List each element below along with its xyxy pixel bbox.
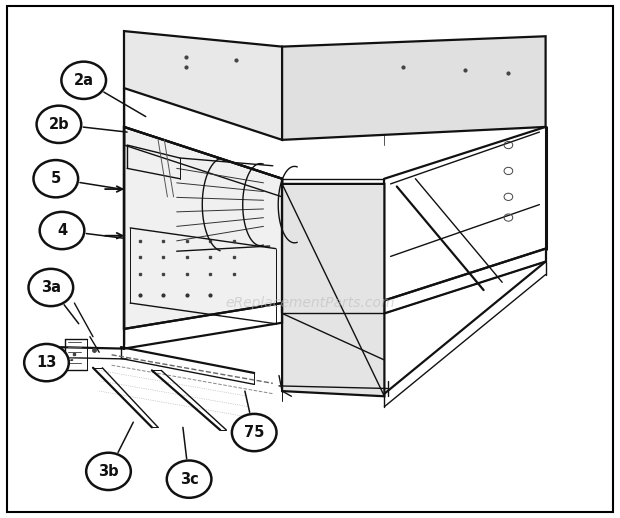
Polygon shape [124, 127, 282, 329]
Circle shape [232, 414, 277, 451]
Circle shape [37, 106, 81, 143]
Text: 13: 13 [37, 355, 56, 370]
Text: 75: 75 [244, 425, 264, 440]
Circle shape [167, 461, 211, 498]
Circle shape [33, 160, 78, 197]
Circle shape [61, 62, 106, 99]
Text: 2a: 2a [74, 73, 94, 88]
Polygon shape [124, 31, 282, 140]
Text: eReplacementParts.com: eReplacementParts.com [225, 296, 395, 310]
Circle shape [86, 453, 131, 490]
Text: 2b: 2b [48, 117, 69, 132]
Circle shape [40, 212, 84, 249]
Polygon shape [282, 184, 384, 396]
Circle shape [24, 344, 69, 381]
Text: 3c: 3c [180, 472, 198, 486]
Text: 4: 4 [57, 223, 67, 238]
Text: 3b: 3b [98, 464, 119, 479]
Polygon shape [282, 36, 546, 140]
Circle shape [29, 269, 73, 306]
Text: 5: 5 [51, 171, 61, 186]
Text: 3a: 3a [41, 280, 61, 295]
